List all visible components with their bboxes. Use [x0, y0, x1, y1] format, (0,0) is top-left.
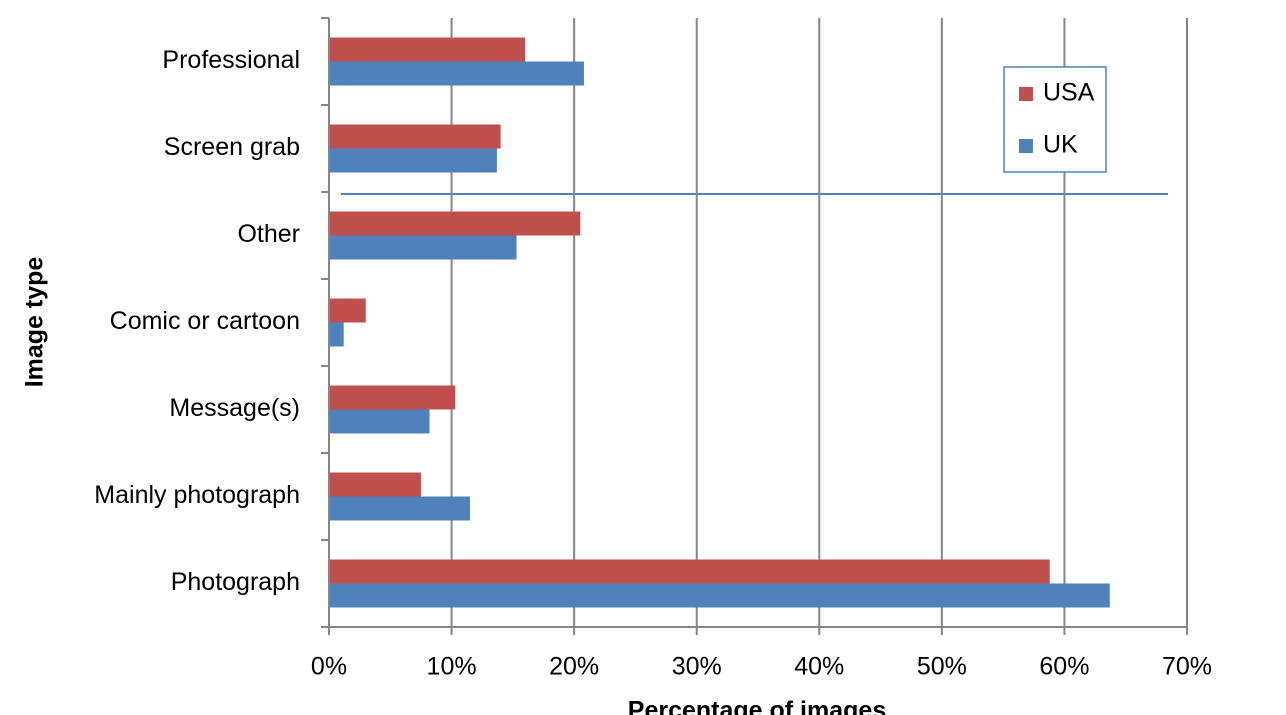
- bar: [329, 37, 526, 62]
- bar: [329, 298, 366, 323]
- x-tick-label: 40%: [794, 653, 844, 681]
- bar: [329, 583, 1110, 608]
- y-tick-label: Other: [237, 220, 300, 248]
- bar: [329, 409, 430, 434]
- x-tick-label: 60%: [1039, 653, 1089, 681]
- x-tick-label: 20%: [549, 653, 599, 681]
- x-tick-label: 50%: [917, 653, 967, 681]
- bar: [329, 148, 497, 173]
- y-axis-title: Image type: [21, 257, 49, 388]
- bar: [329, 559, 1050, 584]
- bar: [329, 385, 456, 410]
- y-tick-label: Professional: [162, 46, 300, 74]
- y-tick-label: Message(s): [169, 394, 300, 422]
- y-tick-label: Comic or cartoon: [110, 307, 300, 335]
- y-tick-label: Mainly photograph: [94, 481, 300, 509]
- bar: [329, 322, 344, 347]
- bar: [329, 211, 581, 236]
- x-tick-label: 70%: [1162, 653, 1212, 681]
- x-axis-title: Percentage of images: [628, 697, 886, 715]
- bar: [329, 61, 584, 86]
- legend-swatch: [1019, 87, 1033, 101]
- bar: [329, 124, 501, 149]
- legend-box: [1003, 66, 1107, 173]
- legend-label: USA: [1043, 79, 1095, 107]
- bar: [329, 472, 421, 497]
- x-tick-label: 0%: [311, 653, 347, 681]
- x-tick-label: 10%: [427, 653, 477, 681]
- legend-swatch: [1019, 139, 1033, 153]
- bar: [329, 496, 470, 521]
- legend-label: UK: [1043, 131, 1078, 159]
- x-tick-label: 30%: [672, 653, 722, 681]
- y-tick-label: Photograph: [171, 568, 300, 596]
- bar: [329, 235, 517, 260]
- y-tick-label: Screen grab: [164, 133, 300, 161]
